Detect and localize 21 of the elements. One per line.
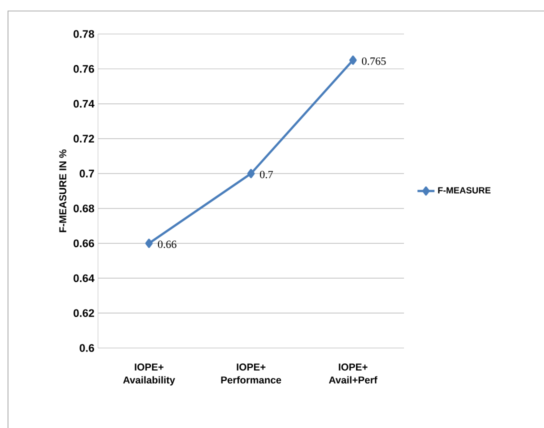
x-tick-label: IOPE+ Performance: [221, 364, 282, 384]
y-tick-label: 0.6: [80, 344, 94, 352]
y-tick-label: 0.78: [74, 30, 94, 38]
point: [145, 238, 153, 248]
y-tick-label: 0.68: [74, 204, 94, 212]
legend-label: F-MEASURE: [438, 187, 491, 194]
point: [349, 56, 357, 65]
data-label: 0.66: [158, 240, 176, 248]
y-tick-label: 0.74: [74, 100, 94, 108]
y-tick-label: 0.66: [74, 239, 94, 248]
x-tick-label: IOPE+ Availability: [123, 364, 176, 386]
y-tick-label: 0.62: [74, 309, 94, 317]
y-tick-label: 0.7: [80, 170, 94, 178]
point: [247, 168, 255, 178]
y-tick-label: 0.76: [74, 65, 94, 73]
y-axis-title: F-MEASURE IN %: [59, 149, 66, 232]
data-label: 0.7: [260, 170, 273, 178]
data-label: 0.765: [362, 57, 386, 65]
y-tick-label: 0.72: [74, 134, 94, 143]
x-tick-label: IOPE+ Avail+Perf: [328, 364, 378, 384]
y-tick-label: 0.64: [74, 274, 94, 282]
